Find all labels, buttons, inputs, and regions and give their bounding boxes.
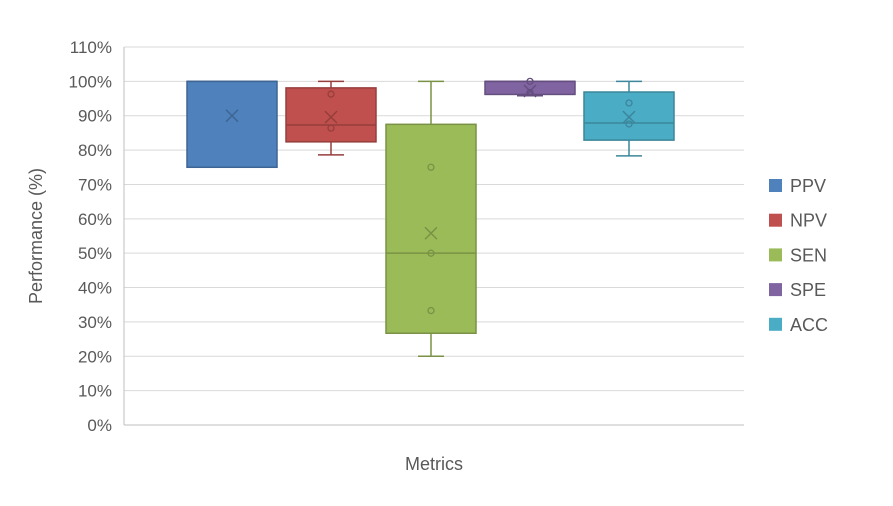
- data-point: [625, 120, 633, 128]
- box-spe: [484, 80, 576, 96]
- legend-swatch-spe: [769, 283, 782, 297]
- data-point: [427, 306, 435, 315]
- data-point: [526, 89, 534, 97]
- y-tick-label: 20%: [78, 347, 112, 366]
- x-axis-label: Metrics: [405, 454, 463, 474]
- legend-label-npv: NPV: [790, 211, 827, 231]
- y-tick-label: 60%: [78, 210, 112, 229]
- mean-marker: [523, 84, 537, 98]
- legend-swatch-sen: [769, 248, 782, 262]
- box-ppv: [186, 80, 278, 169]
- mean-marker: [225, 109, 239, 123]
- data-point: [327, 124, 335, 132]
- y-tick-label: 50%: [78, 244, 112, 263]
- y-tick-label: 70%: [78, 175, 112, 194]
- legend-label-spe: SPE: [790, 280, 826, 300]
- box-npv: [285, 87, 377, 143]
- box-sen: [385, 123, 477, 334]
- legend-label-acc: ACC: [790, 315, 828, 335]
- legend-swatch-acc: [769, 317, 782, 331]
- data-point: [327, 90, 335, 98]
- y-tick-label: 80%: [78, 141, 112, 160]
- legend-label-ppv: PPV: [790, 176, 826, 196]
- data-point: [427, 249, 435, 257]
- mean-marker: [424, 226, 438, 240]
- mean-marker: [622, 110, 636, 124]
- y-axis-label: Performance (%): [26, 168, 46, 304]
- mean-marker: [324, 110, 338, 124]
- y-tick-label: 30%: [78, 313, 112, 332]
- y-tick-label: 90%: [78, 107, 112, 126]
- y-tick-label: 0%: [87, 416, 112, 435]
- y-tick-label: 40%: [78, 279, 112, 298]
- legend-swatch-npv: [769, 213, 782, 227]
- data-point: [625, 99, 633, 107]
- data-point: [526, 77, 534, 86]
- y-tick-label: 110%: [70, 38, 112, 57]
- legend-swatch-ppv: [769, 179, 782, 192]
- y-tick-label: 10%: [78, 382, 112, 401]
- data-point: [427, 163, 435, 171]
- legend-label-sen: SEN: [790, 245, 827, 265]
- y-tick-label: 100%: [69, 72, 112, 91]
